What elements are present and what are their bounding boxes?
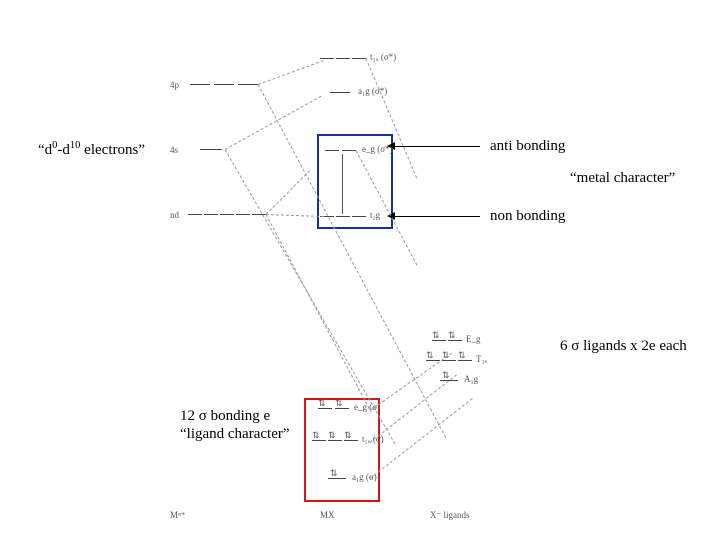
eg-star-2 [342,150,356,151]
m-4s-level [200,149,222,150]
metal-nd-label: nd [170,210,179,220]
t1u-star-2 [336,58,350,59]
tie-2 [225,96,322,150]
lig-eg-e1: ⇅ [432,330,440,341]
tie-3 [266,170,311,215]
eg-star-label: e_g (σ*) [362,144,393,154]
m-nd-level-3 [220,214,234,215]
t1u-e2: ⇅ [328,430,336,441]
t1u-star-3 [352,58,366,59]
lig-eg-e2: ⇅ [448,330,456,341]
metal-character-label: “metal character” [570,170,675,187]
t2g-label: t₂g [370,210,380,220]
m-4p-level-3 [238,84,258,85]
a1g-star [330,92,350,93]
tie-5 [258,84,447,438]
d-post: electrons” [80,142,145,158]
t2g-2 [336,216,350,217]
eg-e1: ⇅ [318,398,326,409]
tie-7 [266,214,370,409]
mo-diagram: 4p 4s nd Mⁿ⁺ MX X⁻ ligands t₁ᵤ (σ*) a₁g … [170,50,470,520]
metal-ion-label: Mⁿ⁺ [170,510,186,521]
t1u-e1: ⇅ [312,430,320,441]
tie-r3 [370,353,452,411]
lig-t1u-e1: ⇅ [426,350,434,361]
d-pre: “d [38,142,52,158]
lig-Eg-label: E_g [466,334,481,344]
m-nd-level-4 [236,214,250,215]
m-nd-level-5 [252,214,266,215]
m-nd-level-1 [188,214,202,215]
t1u-star-1 [320,58,334,59]
m-nd-level-2 [204,214,218,215]
a1g-star-label: a₁g (σ*) [358,86,387,96]
ligands-label: 6 σ ligands x 2e each [560,338,687,355]
mx-label: MX [320,510,335,520]
m-4p-level [190,84,210,85]
delta-arrow [342,154,343,214]
lig-T1u-label: T₁ᵤ [476,354,488,364]
lig-t1u-e3: ⇅ [458,350,466,361]
tie-r2 [356,150,418,265]
metal-4p-label: 4p [170,80,179,90]
t2g-3 [352,216,366,217]
m-4p-level-2 [214,84,234,85]
tie-4 [266,214,324,217]
a1g-label: a₁g (σ) [352,472,377,482]
xligand-label: X⁻ ligands [430,510,470,521]
d-mid: -d [57,142,70,158]
anti-bonding-label: anti bonding [490,138,565,155]
metal-4s-label: 4s [170,145,178,155]
tie-1 [258,60,324,85]
eg-star-1 [325,150,339,151]
d-sup10: 10 [70,140,81,151]
a1g-e1: ⇅ [330,468,338,479]
d-electrons-label: “d0-d10 electrons” [38,140,145,159]
lig-A1g-label: A₁g [464,374,478,384]
non-bonding-label: non bonding [490,208,565,225]
tie-r1 [366,58,418,178]
t1u-star-label: t₁ᵤ (σ*) [370,52,396,62]
tie-r5 [370,398,473,479]
eg-e2: ⇅ [335,398,343,409]
t1u-e3: ⇅ [344,430,352,441]
